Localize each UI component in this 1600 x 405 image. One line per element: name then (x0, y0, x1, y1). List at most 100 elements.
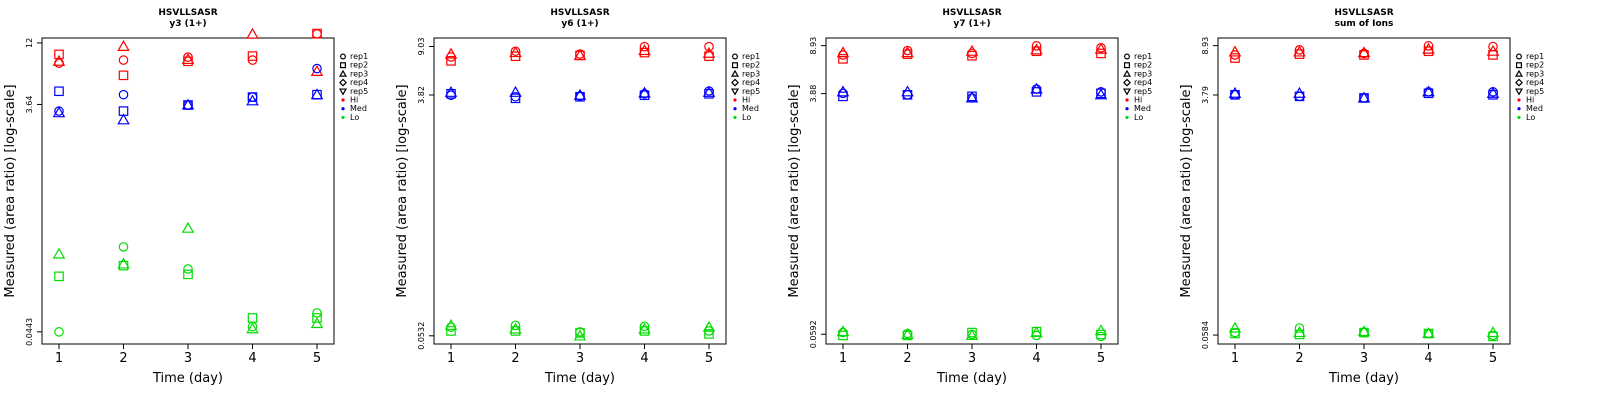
y-tick-label: 12 (25, 38, 34, 48)
data-point-lo-rep2 (312, 313, 322, 323)
y-tick-label: 0.0592 (809, 320, 818, 348)
data-point-med-rep3 (444, 85, 458, 97)
legend-dot-med (1125, 107, 1129, 111)
data-point-med-rep3 (965, 91, 979, 103)
data-point-med-rep3 (509, 85, 522, 97)
y-tick-label: 3.88 (809, 85, 818, 103)
legend-label-rep1: rep1 (1526, 52, 1544, 61)
legend-label-rep3: rep3 (1134, 69, 1152, 78)
x-tick-label: 5 (1489, 351, 1497, 366)
legend-label-rep5: rep5 (742, 87, 760, 96)
data-point-lo-rep1 (118, 242, 129, 252)
data-point-med-rep3 (1486, 86, 1500, 98)
x-tick-label: 5 (705, 351, 713, 366)
x-tick-label: 4 (1424, 351, 1432, 366)
data-point-med-rep3 (702, 85, 716, 97)
legend-dot-lo (1125, 115, 1129, 119)
x-tick-label: 4 (1032, 351, 1040, 366)
chart-title: HSVLLSASR (158, 8, 217, 18)
legend-symbol-rep2 (340, 62, 347, 69)
legend-label-rep4: rep4 (1134, 78, 1152, 87)
data-point-hi-rep3 (1293, 45, 1306, 57)
data-point-hi-rep3 (1357, 46, 1371, 58)
data-point-hi-rep3 (836, 46, 850, 58)
legend-dot-hi (1517, 98, 1521, 102)
data-point-hi-rep3 (52, 54, 66, 66)
x-axis-label: Time (day) (152, 371, 223, 386)
legend-symbol-rep3 (338, 69, 348, 77)
chart-title: HSVLLSASR (942, 8, 1001, 18)
data-point-med-rep3 (181, 98, 195, 110)
data-point-hi-rep3 (573, 49, 587, 61)
legend-symbol-rep2 (1515, 62, 1522, 69)
data-point-med-rep2 (247, 92, 258, 102)
data-point-med-rep3 (901, 85, 914, 97)
data-point-lo-rep3 (310, 317, 324, 329)
data-point-lo-rep3 (1357, 325, 1371, 337)
legend-label-hi: Hi (742, 96, 750, 105)
data-point-lo-rep3 (444, 318, 458, 330)
legend-symbol-rep5 (1122, 88, 1132, 96)
legend-label-lo: Lo (1526, 113, 1535, 122)
data-point-lo-rep3 (52, 247, 66, 259)
legend-dot-lo (1517, 115, 1521, 119)
data-point-hi-rep1 (312, 29, 322, 39)
legend-symbol-rep4 (339, 78, 347, 87)
y-tick-label: 3.64 (25, 96, 34, 114)
data-point-med-rep3 (1357, 91, 1371, 103)
legend-label-rep4: rep4 (742, 78, 760, 87)
data-point-lo-rep3 (117, 257, 130, 269)
data-point-med-rep3 (310, 88, 324, 100)
chart-subtitle: y6 (1+) (561, 19, 598, 29)
legend-dot-lo (341, 115, 345, 119)
data-point-med-rep3 (1228, 86, 1242, 98)
chart-subtitle: y3 (1+) (169, 19, 206, 29)
legend-symbol-rep1 (1515, 53, 1522, 60)
data-point-hi-rep1 (704, 41, 714, 52)
y-tick-label: 9.03 (417, 38, 426, 56)
legend-symbol-rep3 (1122, 69, 1132, 77)
data-point-lo-rep2 (183, 269, 193, 280)
legend-dot-hi (1125, 98, 1129, 102)
data-point-med-rep3 (573, 88, 587, 100)
data-point-hi-rep1 (1423, 41, 1434, 51)
chart-subtitle: y7 (1+) (953, 19, 990, 29)
data-point-med-rep3 (52, 106, 66, 118)
data-point-lo-rep3 (901, 328, 914, 340)
legend-symbol-rep1 (731, 53, 738, 60)
x-tick-label: 1 (55, 351, 63, 366)
legend-label-rep3: rep3 (742, 69, 760, 78)
data-point-hi-rep3 (1422, 42, 1435, 54)
legend-symbol-rep5 (1514, 88, 1524, 96)
data-point-lo-rep2 (247, 313, 258, 323)
data-point-lo-rep3 (246, 322, 259, 334)
x-tick-label: 3 (1360, 351, 1368, 366)
y-tick-label: 8.93 (809, 37, 818, 55)
data-point-med-rep3 (1293, 86, 1306, 98)
legend-symbol-rep3 (1514, 69, 1524, 77)
data-point-med-rep3 (246, 94, 259, 106)
legend-label-rep2: rep2 (742, 61, 760, 70)
legend-label-rep2: rep2 (350, 61, 368, 70)
data-point-hi-rep3 (246, 27, 259, 39)
data-point-hi-rep3 (702, 46, 716, 58)
legend-label-rep2: rep2 (1134, 61, 1152, 70)
data-point-lo-rep3 (1293, 326, 1306, 338)
x-tick-label: 2 (511, 351, 519, 366)
legend-symbol-rep4 (1515, 78, 1523, 87)
data-point-hi-rep2 (1230, 53, 1240, 63)
data-point-lo-rep2 (575, 328, 585, 338)
legend-label-rep5: rep5 (350, 87, 368, 96)
data-point-med-rep3 (1422, 85, 1435, 97)
data-point-hi-rep3 (638, 44, 651, 56)
legend-dot-hi (341, 98, 345, 102)
data-point-hi-rep3 (1486, 44, 1500, 56)
legend-label-med: Med (1134, 104, 1151, 113)
legend-symbol-rep3 (730, 69, 740, 77)
